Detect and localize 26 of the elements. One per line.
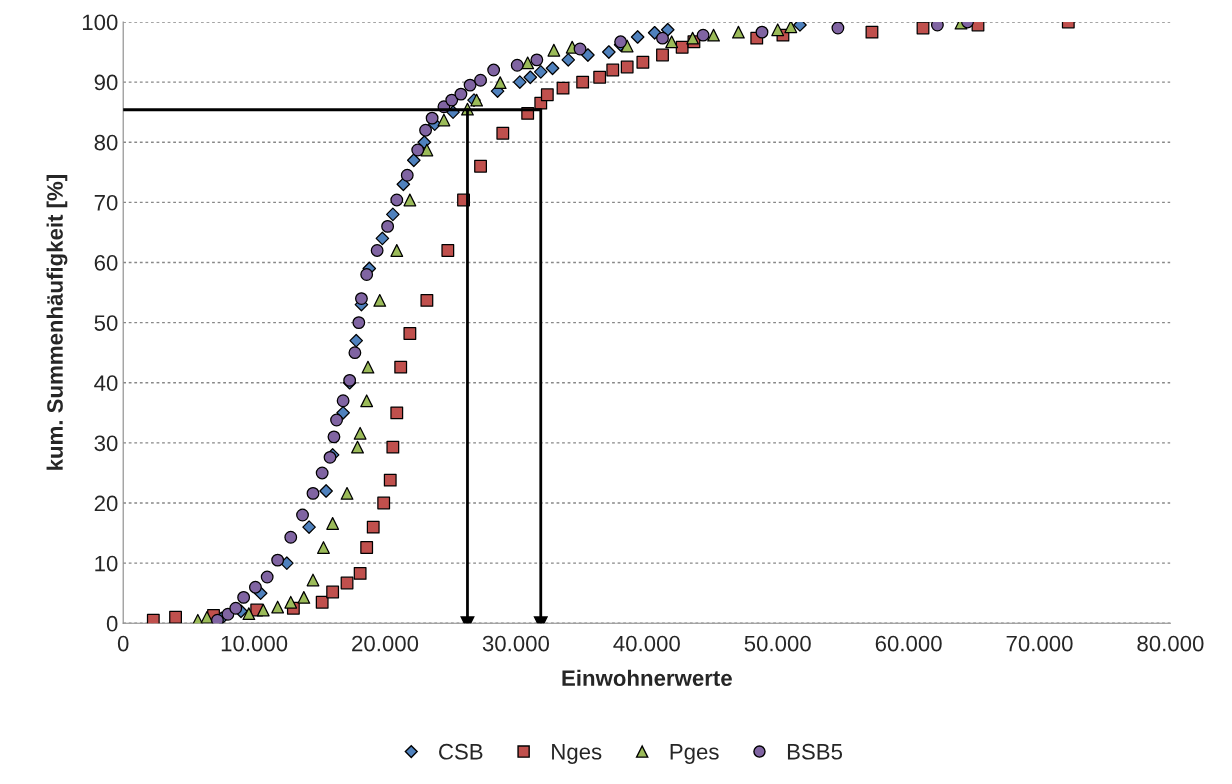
x-tick-label: 30.000	[482, 635, 550, 652]
x-tick-label: 50.000	[744, 635, 811, 652]
legend-label: CSB	[439, 743, 483, 760]
x-tick-label: 20.000	[352, 635, 419, 652]
y-tick-label: 30	[94, 435, 118, 452]
y-axis-title: kum. Summenhäufigkeit [%]	[46, 175, 68, 470]
x-tick-label: 70.000	[1006, 635, 1073, 652]
y-tick-label: 0	[106, 615, 118, 632]
x-tick-label: 80.000	[1137, 635, 1204, 652]
y-tick-label: 100	[82, 14, 118, 31]
y-tick-label: 10	[95, 555, 118, 572]
y-tick-label: 60	[94, 255, 118, 271]
y-tick-label: 70	[94, 194, 118, 211]
x-tick-label: 0	[117, 635, 129, 652]
x-tick-label: 10.000	[221, 635, 288, 652]
x-tick-label: 40.000	[613, 635, 680, 652]
legend-label: Nges	[552, 744, 602, 764]
y-tick-label: 40	[94, 375, 118, 392]
y-tick-label: 50	[94, 315, 118, 331]
legend-label: Pges	[670, 744, 719, 764]
legend-label: BSB5	[787, 743, 843, 760]
x-axis-title: Einwohnerwerte	[562, 669, 732, 687]
y-tick-label: 80	[94, 134, 118, 151]
y-tick-label: 90	[94, 74, 118, 91]
y-tick-label: 20	[94, 495, 118, 512]
x-tick-label: 60.000	[875, 635, 942, 652]
